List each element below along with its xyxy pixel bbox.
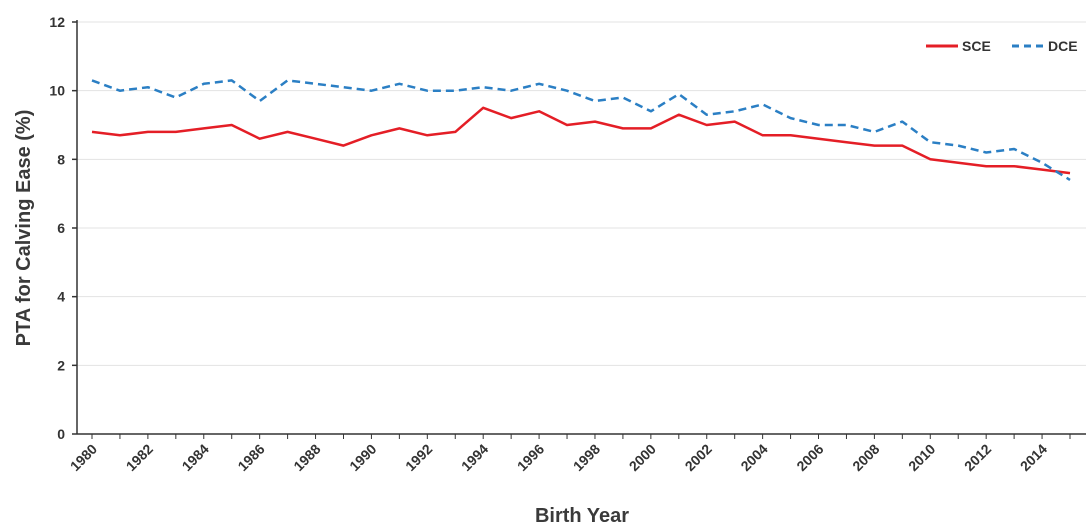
x-tick-label: 1988	[290, 441, 323, 474]
y-tick-label: 2	[57, 357, 65, 373]
x-tick-label: 2006	[793, 441, 826, 474]
x-tick-label: 1984	[179, 441, 212, 474]
y-tick-label: 4	[57, 289, 65, 305]
series-line-sce	[91, 106, 1071, 175]
x-tick-label: 1996	[514, 441, 547, 474]
x-tick-label: 2002	[682, 441, 715, 474]
series-line-dce	[91, 79, 1071, 181]
x-tick-label: 1994	[458, 441, 491, 474]
x-tick-label: 2010	[905, 441, 938, 474]
y-tick-label: 0	[57, 426, 65, 442]
y-tick-label: 6	[57, 220, 65, 236]
y-tick-label: 10	[49, 83, 65, 99]
axes	[72, 20, 1086, 439]
y-axis-title: PTA for Calving Ease (%)	[13, 110, 35, 347]
x-tick-label: 2014	[1017, 441, 1050, 474]
y-tick-label: 8	[57, 151, 65, 167]
y-tick-label: 12	[49, 14, 65, 30]
x-tick-label: 1982	[123, 441, 156, 474]
x-tick-label: 1980	[67, 441, 100, 474]
legend-label-dce: DCE	[1048, 38, 1078, 54]
legend: SCE DCE	[926, 38, 1078, 54]
x-tick-label: 1998	[570, 441, 603, 474]
x-tick-label: 1992	[402, 441, 435, 474]
x-tick-label: 2000	[626, 441, 659, 474]
x-tick-label: 1986	[234, 441, 267, 474]
gridlines	[77, 21, 1086, 366]
x-axis-title: Birth Year	[535, 505, 629, 527]
y-tick-labels: 0 2 4 6 8 10 12	[49, 14, 65, 442]
x-tick-label: 2008	[849, 441, 882, 474]
x-tick-label: 2004	[737, 441, 770, 474]
series-lines	[91, 79, 1071, 181]
x-tick-labels: 1980 1982 1984 1986 1988 1990 1992 1994 1996 1998…	[67, 441, 1051, 474]
x-tick-label: 1990	[346, 441, 379, 474]
legend-label-sce: SCE	[962, 38, 991, 54]
x-tick-label: 2012	[961, 441, 994, 474]
